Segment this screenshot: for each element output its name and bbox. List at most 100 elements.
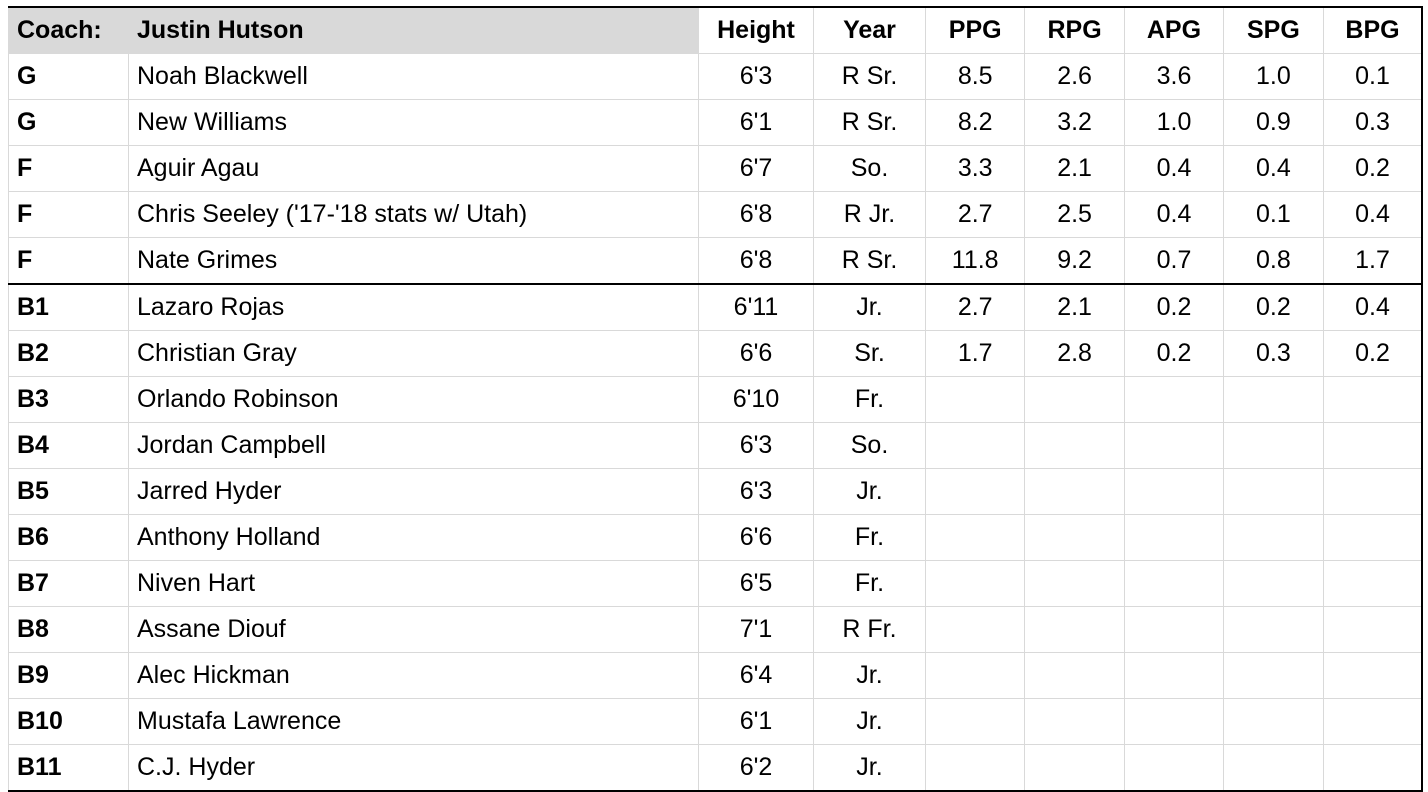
year-cell[interactable]: Jr. bbox=[813, 744, 926, 792]
year-cell[interactable]: R Sr. bbox=[813, 237, 926, 285]
spg-cell[interactable]: 0.9 bbox=[1223, 99, 1324, 146]
apg-cell[interactable] bbox=[1123, 422, 1225, 469]
position-cell[interactable]: B5 bbox=[8, 468, 129, 515]
player-name-cell[interactable]: Nate Grimes bbox=[128, 237, 699, 285]
bpg-header[interactable]: BPG bbox=[1322, 6, 1424, 54]
spg-cell[interactable] bbox=[1223, 560, 1324, 607]
coach-name-cell[interactable]: Justin Hutson bbox=[128, 6, 699, 54]
bpg-cell[interactable] bbox=[1322, 606, 1424, 653]
position-cell[interactable]: B1 bbox=[8, 283, 129, 331]
apg-cell[interactable]: 0.2 bbox=[1123, 330, 1225, 377]
position-cell[interactable]: B3 bbox=[8, 376, 129, 423]
player-name-cell[interactable]: Niven Hart bbox=[128, 560, 699, 607]
apg-cell[interactable]: 1.0 bbox=[1123, 99, 1225, 146]
rpg-cell[interactable] bbox=[1024, 468, 1125, 515]
apg-cell[interactable]: 0.2 bbox=[1123, 283, 1225, 331]
bpg-cell[interactable]: 1.7 bbox=[1322, 237, 1424, 285]
bpg-cell[interactable] bbox=[1322, 514, 1424, 561]
position-cell[interactable]: B8 bbox=[8, 606, 129, 653]
ppg-cell[interactable]: 2.7 bbox=[924, 283, 1026, 331]
ppg-cell[interactable] bbox=[924, 744, 1026, 792]
bpg-cell[interactable] bbox=[1322, 560, 1424, 607]
year-cell[interactable]: R Sr. bbox=[813, 53, 926, 100]
ppg-cell[interactable] bbox=[924, 514, 1026, 561]
spg-cell[interactable] bbox=[1223, 376, 1324, 423]
rpg-cell[interactable]: 3.2 bbox=[1024, 99, 1125, 146]
player-name-cell[interactable]: Alec Hickman bbox=[128, 652, 699, 699]
bpg-cell[interactable]: 0.3 bbox=[1322, 99, 1424, 146]
year-cell[interactable]: Fr. bbox=[813, 376, 926, 423]
year-cell[interactable]: Jr. bbox=[813, 283, 926, 331]
year-cell[interactable]: Sr. bbox=[813, 330, 926, 377]
bpg-cell[interactable] bbox=[1322, 652, 1424, 699]
bpg-cell[interactable]: 0.1 bbox=[1322, 53, 1424, 100]
spg-cell[interactable]: 0.8 bbox=[1223, 237, 1324, 285]
rpg-cell[interactable]: 2.1 bbox=[1024, 283, 1125, 331]
apg-cell[interactable] bbox=[1123, 376, 1225, 423]
year-cell[interactable]: So. bbox=[813, 145, 926, 192]
position-cell[interactable]: F bbox=[8, 237, 129, 285]
ppg-cell[interactable] bbox=[924, 606, 1026, 653]
rpg-cell[interactable]: 2.6 bbox=[1024, 53, 1125, 100]
position-cell[interactable]: G bbox=[8, 99, 129, 146]
bpg-cell[interactable]: 0.4 bbox=[1322, 283, 1424, 331]
rpg-cell[interactable] bbox=[1024, 560, 1125, 607]
apg-cell[interactable] bbox=[1123, 514, 1225, 561]
position-cell[interactable]: B6 bbox=[8, 514, 129, 561]
spg-header[interactable]: SPG bbox=[1223, 6, 1324, 54]
player-name-cell[interactable]: Orlando Robinson bbox=[128, 376, 699, 423]
height-cell[interactable]: 6'2 bbox=[698, 744, 814, 792]
rpg-cell[interactable] bbox=[1024, 698, 1125, 745]
player-name-cell[interactable]: Chris Seeley ('17-'18 stats w/ Utah) bbox=[128, 191, 699, 238]
apg-cell[interactable] bbox=[1123, 606, 1225, 653]
bpg-cell[interactable] bbox=[1322, 698, 1424, 745]
rpg-cell[interactable] bbox=[1024, 422, 1125, 469]
position-cell[interactable]: B11 bbox=[8, 744, 129, 792]
apg-cell[interactable] bbox=[1123, 468, 1225, 515]
spg-cell[interactable] bbox=[1223, 744, 1324, 792]
ppg-cell[interactable]: 1.7 bbox=[924, 330, 1026, 377]
position-cell[interactable]: B2 bbox=[8, 330, 129, 377]
height-cell[interactable]: 6'11 bbox=[698, 283, 814, 331]
height-cell[interactable]: 6'6 bbox=[698, 514, 814, 561]
height-header[interactable]: Height bbox=[698, 6, 814, 54]
rpg-cell[interactable] bbox=[1024, 652, 1125, 699]
apg-header[interactable]: APG bbox=[1123, 6, 1225, 54]
year-cell[interactable]: Fr. bbox=[813, 514, 926, 561]
year-cell[interactable]: Fr. bbox=[813, 560, 926, 607]
ppg-cell[interactable]: 8.5 bbox=[924, 53, 1026, 100]
year-header[interactable]: Year bbox=[813, 6, 926, 54]
rpg-cell[interactable]: 9.2 bbox=[1024, 237, 1125, 285]
spg-cell[interactable] bbox=[1223, 652, 1324, 699]
height-cell[interactable]: 6'3 bbox=[698, 468, 814, 515]
rpg-cell[interactable] bbox=[1024, 744, 1125, 792]
player-name-cell[interactable]: Christian Gray bbox=[128, 330, 699, 377]
position-cell[interactable]: G bbox=[8, 53, 129, 100]
height-cell[interactable]: 6'5 bbox=[698, 560, 814, 607]
ppg-cell[interactable] bbox=[924, 698, 1026, 745]
player-name-cell[interactable]: Anthony Holland bbox=[128, 514, 699, 561]
position-cell[interactable]: F bbox=[8, 145, 129, 192]
ppg-cell[interactable]: 2.7 bbox=[924, 191, 1026, 238]
bpg-cell[interactable]: 0.2 bbox=[1322, 330, 1424, 377]
apg-cell[interactable] bbox=[1123, 652, 1225, 699]
player-name-cell[interactable]: Jarred Hyder bbox=[128, 468, 699, 515]
bpg-cell[interactable] bbox=[1322, 468, 1424, 515]
rpg-cell[interactable]: 2.1 bbox=[1024, 145, 1125, 192]
apg-cell[interactable]: 3.6 bbox=[1123, 53, 1225, 100]
rpg-cell[interactable] bbox=[1024, 376, 1125, 423]
player-name-cell[interactable]: Aguir Agau bbox=[128, 145, 699, 192]
ppg-cell[interactable] bbox=[924, 376, 1026, 423]
height-cell[interactable]: 6'4 bbox=[698, 652, 814, 699]
ppg-cell[interactable]: 3.3 bbox=[924, 145, 1026, 192]
height-cell[interactable]: 6'1 bbox=[698, 99, 814, 146]
apg-cell[interactable] bbox=[1123, 560, 1225, 607]
year-cell[interactable]: Jr. bbox=[813, 652, 926, 699]
spg-cell[interactable]: 0.1 bbox=[1223, 191, 1324, 238]
player-name-cell[interactable]: Mustafa Lawrence bbox=[128, 698, 699, 745]
coach-label-cell[interactable]: Coach: bbox=[8, 6, 129, 54]
apg-cell[interactable] bbox=[1123, 698, 1225, 745]
height-cell[interactable]: 6'8 bbox=[698, 237, 814, 285]
player-name-cell[interactable]: C.J. Hyder bbox=[128, 744, 699, 792]
player-name-cell[interactable]: Jordan Campbell bbox=[128, 422, 699, 469]
